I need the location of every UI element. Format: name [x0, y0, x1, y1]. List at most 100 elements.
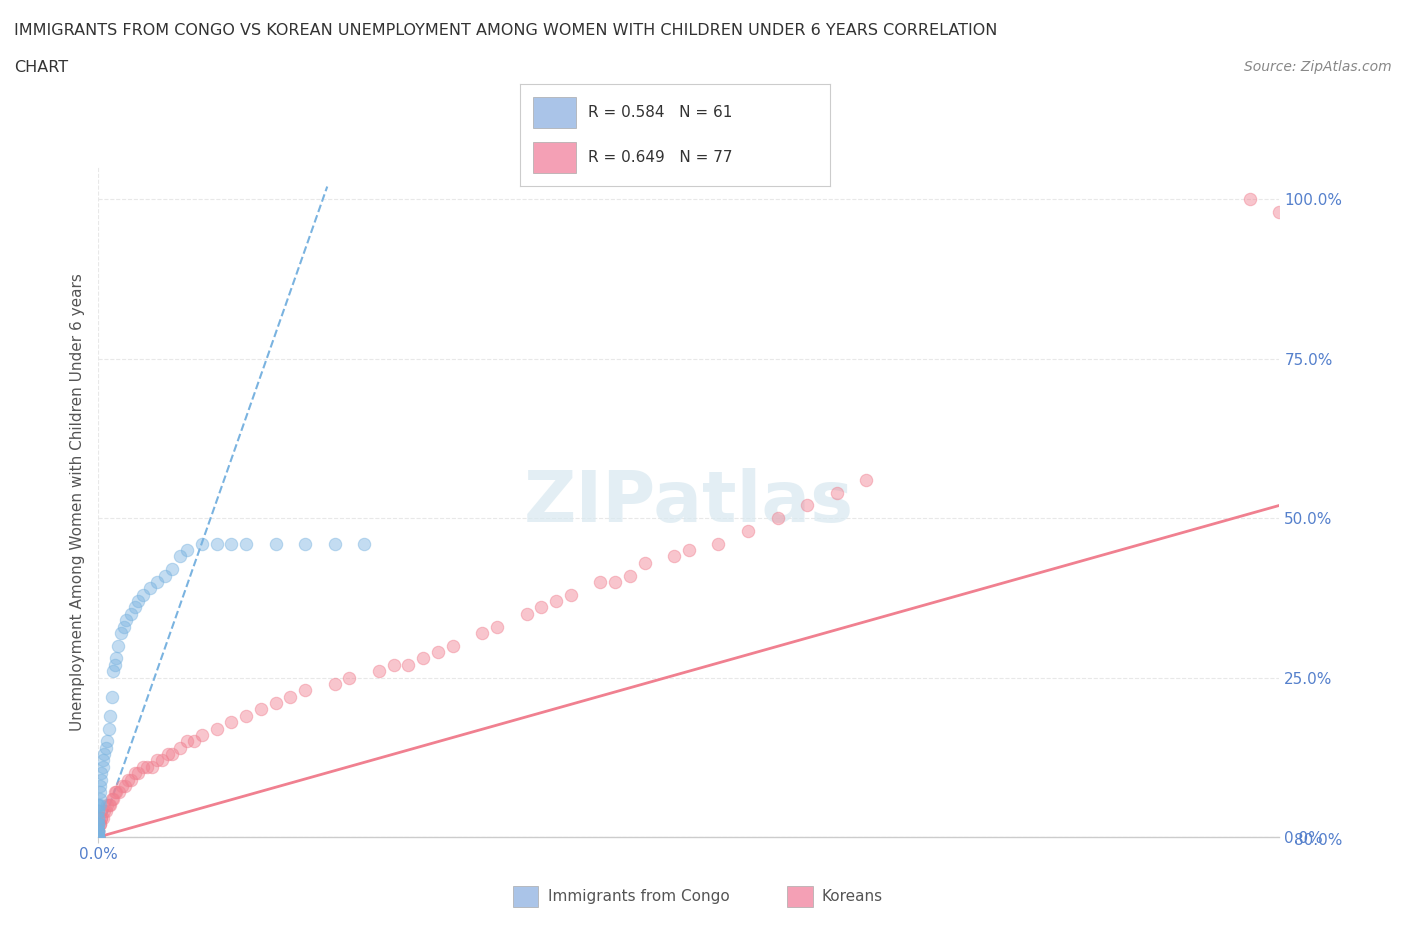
- Point: [105, 651, 128, 666]
- Point: [169, 549, 191, 564]
- Point: [441, 638, 464, 653]
- Point: [91, 753, 114, 768]
- Point: [89, 778, 111, 793]
- Point: [191, 537, 214, 551]
- Point: [87, 830, 110, 844]
- Point: [100, 791, 122, 806]
- Point: [471, 626, 494, 641]
- Point: [96, 734, 118, 749]
- Point: [87, 830, 110, 844]
- Point: [87, 830, 110, 844]
- Point: [136, 760, 159, 775]
- Point: [87, 823, 110, 838]
- Point: [120, 772, 142, 787]
- Point: [87, 817, 110, 831]
- Point: [87, 830, 110, 844]
- Point: [98, 798, 121, 813]
- Point: [87, 830, 110, 844]
- Point: [633, 555, 655, 570]
- Point: [412, 651, 434, 666]
- Point: [87, 823, 110, 838]
- Point: [87, 798, 110, 813]
- Point: [87, 823, 110, 838]
- Point: [120, 606, 142, 621]
- Point: [87, 830, 110, 844]
- Point: [183, 734, 205, 749]
- Text: R = 0.649   N = 77: R = 0.649 N = 77: [588, 150, 733, 165]
- Point: [124, 765, 146, 780]
- Point: [91, 760, 114, 775]
- Point: [110, 626, 132, 641]
- Point: [90, 810, 112, 825]
- Point: [87, 830, 110, 844]
- Point: [486, 619, 509, 634]
- Text: CHART: CHART: [14, 60, 67, 75]
- Point: [825, 485, 848, 500]
- Point: [90, 765, 112, 780]
- Point: [560, 587, 582, 602]
- Point: [87, 810, 110, 825]
- Point: [117, 772, 139, 787]
- Point: [98, 709, 121, 724]
- Point: [103, 791, 125, 806]
- Point: [111, 778, 134, 793]
- Point: [87, 804, 110, 819]
- Point: [605, 575, 627, 590]
- Point: [90, 810, 112, 825]
- Point: [87, 817, 110, 831]
- Point: [93, 804, 115, 819]
- Point: [855, 472, 877, 487]
- FancyBboxPatch shape: [533, 142, 576, 173]
- Point: [90, 772, 112, 787]
- Point: [105, 785, 128, 800]
- Point: [264, 696, 287, 711]
- Point: [87, 823, 110, 838]
- Point: [162, 562, 183, 577]
- Point: [89, 791, 111, 806]
- Point: [162, 747, 183, 762]
- Point: [150, 753, 173, 768]
- Point: [87, 817, 110, 831]
- Point: [115, 613, 138, 628]
- Point: [515, 606, 537, 621]
- Point: [87, 810, 110, 825]
- Text: Immigrants from Congo: Immigrants from Congo: [548, 889, 730, 904]
- Point: [544, 593, 567, 608]
- Point: [108, 785, 131, 800]
- Point: [100, 689, 122, 704]
- Point: [87, 830, 110, 844]
- Text: Koreans: Koreans: [821, 889, 882, 904]
- Point: [1239, 192, 1261, 206]
- Point: [132, 587, 155, 602]
- Point: [294, 537, 316, 551]
- Point: [104, 785, 127, 800]
- Point: [87, 823, 110, 838]
- Point: [153, 568, 176, 583]
- Point: [89, 817, 111, 831]
- Point: [87, 830, 110, 844]
- Point: [530, 600, 553, 615]
- Point: [91, 810, 114, 825]
- Point: [94, 804, 117, 819]
- Point: [132, 760, 155, 775]
- Point: [205, 537, 228, 551]
- Point: [766, 511, 789, 525]
- Point: [146, 753, 169, 768]
- Point: [796, 498, 818, 512]
- Point: [235, 537, 257, 551]
- Point: [139, 581, 162, 596]
- Point: [87, 830, 110, 844]
- Point: [264, 537, 287, 551]
- Point: [89, 785, 111, 800]
- Text: Source: ZipAtlas.com: Source: ZipAtlas.com: [1244, 60, 1392, 74]
- Point: [87, 830, 110, 844]
- Point: [396, 658, 419, 672]
- Point: [250, 702, 273, 717]
- Point: [368, 664, 391, 679]
- Point: [87, 830, 110, 844]
- Point: [235, 709, 257, 724]
- Point: [619, 568, 641, 583]
- FancyBboxPatch shape: [533, 97, 576, 127]
- Point: [89, 817, 111, 831]
- Point: [205, 721, 228, 736]
